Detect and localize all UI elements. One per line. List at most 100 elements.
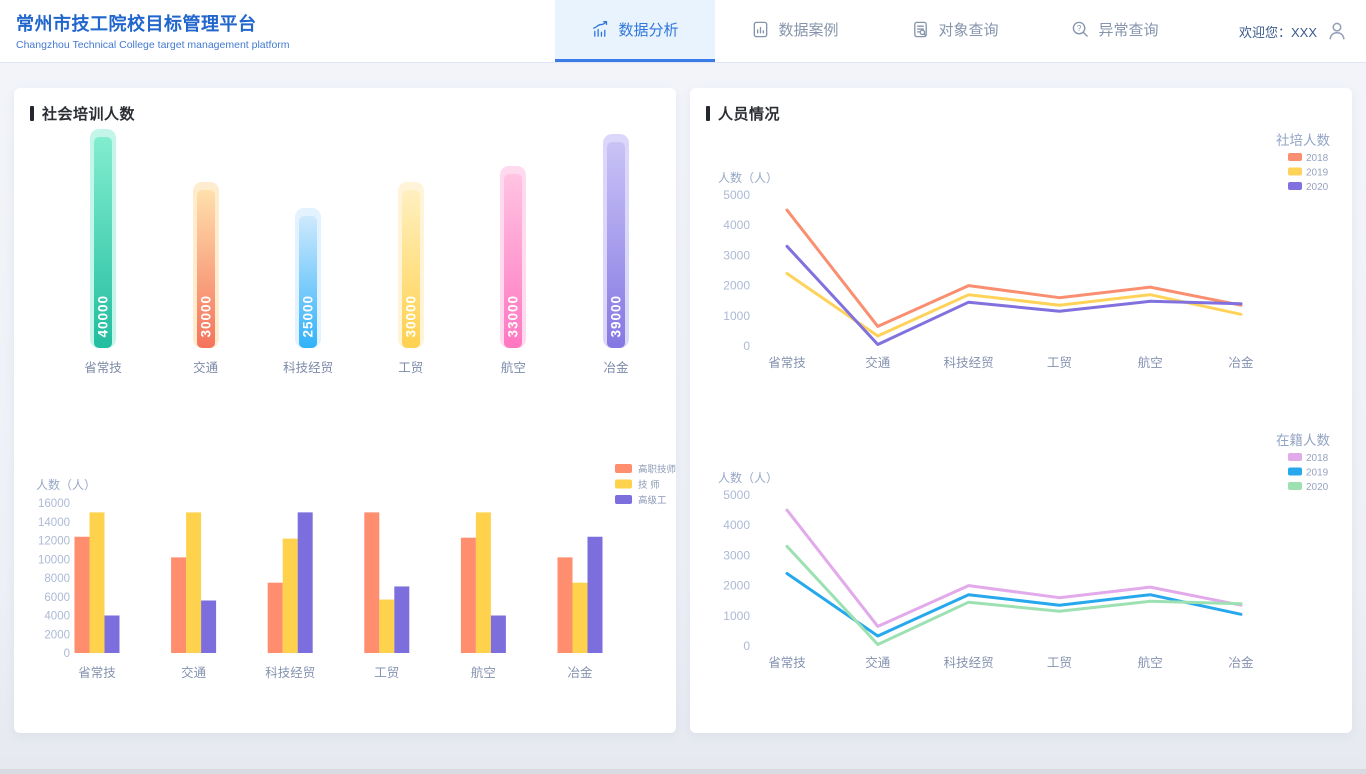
legend-swatch (1288, 182, 1302, 190)
x-axis-label: 省常技 (78, 666, 116, 680)
line-2018[interactable] (785, 508, 1243, 628)
bar-航空-高级工[interactable] (490, 615, 506, 654)
x-axis-label: 省常技 (84, 361, 122, 375)
tab-object-query[interactable]: 对象查询 (875, 0, 1035, 62)
glow-bar-科技经贸[interactable]: 25000 (295, 208, 322, 348)
title-marker (30, 105, 34, 121)
y-axis-tick: 12000 (38, 536, 70, 548)
bar-value-label: 30000 (403, 295, 419, 338)
legend-item-技师[interactable]: 技 师 (615, 479, 660, 491)
bar-冶金[interactable]: 39000 (607, 142, 625, 348)
panel-title-row: 社会培训人数 (30, 102, 660, 124)
tab-exception-query[interactable]: ? 异常查询 (1035, 0, 1195, 62)
user-icon[interactable] (1326, 20, 1348, 42)
bar-工贸-技师[interactable] (379, 599, 395, 653)
legend-swatch (1288, 482, 1302, 490)
bar-冶金-高职技师[interactable] (557, 557, 573, 653)
legend-item-2018[interactable]: 2018 (1288, 453, 1329, 464)
legend-item-2018[interactable]: 2018 (1288, 153, 1329, 164)
y-axis-tick: 4000 (723, 218, 750, 232)
legend-item-高职技师[interactable]: 高职技师 (615, 464, 676, 476)
glow-bar-冶金[interactable]: 39000 (603, 134, 629, 348)
line-2020[interactable] (785, 244, 1243, 346)
line-2019[interactable] (785, 572, 1243, 638)
legend-label: 技 师 (638, 479, 660, 491)
x-axis-label: 交通 (181, 665, 207, 680)
brand: 常州市技工院校目标管理平台 Changzhou Technical Colleg… (0, 0, 420, 62)
tab-data-analysis[interactable]: 数据分析 (554, 0, 715, 62)
bar-冶金-技师[interactable] (572, 582, 588, 653)
panel-title: 人员情况 (718, 105, 781, 123)
x-axis-label: 航空 (1138, 355, 1163, 370)
line-2018[interactable] (785, 208, 1243, 328)
x-axis-label: 科技经贸 (944, 356, 994, 370)
bar-冶金-高级工[interactable] (587, 536, 603, 653)
x-axis-label: 工贸 (1047, 356, 1072, 370)
glow-bar-航空[interactable]: 33000 (500, 166, 527, 348)
y-axis-tick: 0 (743, 639, 750, 653)
bar-省常技-高职技师[interactable] (74, 536, 90, 653)
zaiji_lines-svg: 在籍人数 2018 2019 2020 人数（人） 0 1000 2000 3000 4000 50… (718, 432, 1330, 670)
tab-data-cases[interactable]: 数据案例 (715, 0, 875, 62)
panel-social-training: 社会培训人数 40000 省常技 30000 交通 25000 科技经贸 30000 工贸 33… (14, 88, 676, 733)
x-axis-label: 工贸 (1047, 656, 1072, 670)
shepei-line-chart: 社培人数 2018 2019 2020 人数（人） 0 1000 2000 3000 4000 50… (706, 128, 1336, 380)
legend-swatch (1288, 467, 1302, 476)
legend-label: 高级工 (638, 495, 667, 507)
legend-label: 2020 (1306, 182, 1329, 193)
legend-item-2020[interactable]: 2020 (1288, 482, 1329, 493)
y-axis-tick: 8000 (44, 573, 70, 585)
header: 常州市技工院校目标管理平台 Changzhou Technical Colleg… (0, 0, 1366, 62)
y-axis-tick: 1000 (723, 309, 750, 323)
x-axis-label: 工贸 (374, 666, 399, 680)
legend-item-2019[interactable]: 2019 (1288, 467, 1329, 479)
glow-bar-交通[interactable]: 30000 (192, 182, 219, 348)
bottom-strip (0, 769, 1366, 774)
bar-交通-高职技师[interactable] (171, 557, 187, 653)
x-axis-label: 科技经贸 (944, 656, 994, 670)
bar-工贸-高级工[interactable] (394, 586, 410, 653)
bar-交通[interactable]: 30000 (196, 190, 215, 348)
legend-label: 2019 (1306, 468, 1329, 479)
legend-label: 2020 (1306, 482, 1329, 493)
line-2020[interactable] (785, 544, 1243, 646)
bar-科技经贸-高级工[interactable] (297, 512, 313, 653)
x-axis-label: 交通 (193, 361, 219, 375)
glow-bar-工贸[interactable]: 30000 (397, 182, 424, 348)
bar-省常技-技师[interactable] (89, 512, 105, 653)
bar-value-label: 40000 (95, 295, 111, 338)
y-axis-tick: 2000 (723, 279, 750, 293)
y-axis-tick: 2000 (723, 579, 750, 593)
y-axis-title: 人数（人） (718, 470, 778, 485)
bar-交通-高级工[interactable] (201, 600, 217, 654)
bar-航空[interactable]: 33000 (504, 174, 523, 348)
legend-swatch (615, 495, 632, 504)
bar-科技经贸[interactable]: 25000 (299, 216, 318, 348)
grouped-bar-svg: 人数（人） 0 2000 4000 6000 8000 10000 12000 14000 160… (36, 464, 676, 681)
x-axis-label: 工贸 (398, 361, 424, 375)
shepei_lines-svg: 社培人数 2018 2019 2020 人数（人） 0 1000 2000 3000 4000 50… (718, 133, 1330, 370)
bar-科技经贸-技师[interactable] (282, 538, 298, 653)
x-axis-label: 冶金 (1228, 655, 1254, 670)
bar-航空-技师[interactable] (475, 512, 491, 653)
legend-item-高级工[interactable]: 高级工 (615, 495, 667, 507)
bar-省常技-高级工[interactable] (104, 615, 120, 654)
bar-value-label: 39000 (608, 295, 624, 338)
bar-省常技[interactable]: 40000 (94, 137, 112, 348)
line-2019[interactable] (785, 272, 1243, 338)
legend-swatch (1288, 167, 1302, 176)
bar-交通-技师[interactable] (186, 512, 202, 653)
legend-label: 2019 (1306, 168, 1329, 179)
tab-label: 数据案例 (778, 22, 839, 39)
glow-bar-省常技[interactable]: 40000 (90, 129, 116, 348)
y-axis-tick: 14000 (38, 517, 70, 529)
bar-工贸-高职技师[interactable] (364, 512, 380, 653)
bar-工贸[interactable]: 30000 (401, 190, 420, 348)
bar-科技经贸-高职技师[interactable] (267, 582, 283, 653)
y-axis-tick: 3000 (723, 248, 750, 262)
main-nav: 数据分析 数据案例 对象查询 ? 异常查询 (554, 0, 1195, 62)
x-axis-label: 省常技 (768, 356, 806, 370)
legend-item-2020[interactable]: 2020 (1288, 182, 1329, 193)
legend-item-2019[interactable]: 2019 (1288, 167, 1329, 179)
bar-航空-高职技师[interactable] (460, 537, 476, 653)
